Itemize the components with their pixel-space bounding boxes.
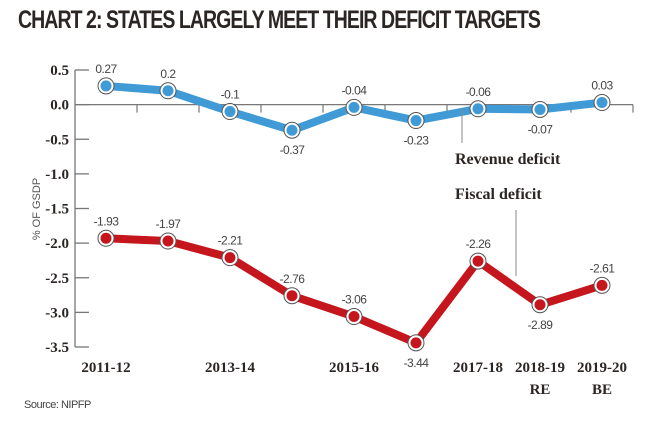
fiscal-deficit-data-label: -2.21: [218, 234, 244, 248]
fiscal-deficit-data-label: -3.44: [404, 356, 430, 370]
fiscal-deficit-marker: [162, 235, 174, 247]
x-tick-label: 2011-12: [81, 360, 130, 376]
y-tick-label: 0.0: [50, 98, 69, 114]
revenue-deficit-point: [283, 121, 301, 139]
fiscal-deficit-marker: [224, 252, 236, 264]
fiscal-deficit-marker: [596, 279, 608, 291]
revenue-deficit-data-label: -0.37: [280, 143, 306, 157]
x-tick-label: 2017-18: [453, 360, 503, 376]
y-tick-label: -2.0: [45, 236, 69, 252]
revenue-deficit-marker: [534, 103, 546, 115]
x-tick-label: 2018-19: [515, 360, 565, 376]
y-axis-label: % OF GSDP: [31, 178, 43, 240]
x-tick-label: RE: [530, 382, 551, 398]
revenue-deficit-point: [97, 77, 115, 95]
x-tick-label: 2015-16: [329, 360, 379, 376]
revenue-deficit-data-label: -0.07: [528, 122, 554, 136]
fiscal-deficit-marker: [410, 337, 422, 349]
y-tick-label: 0.5: [50, 63, 69, 79]
fiscal-deficit-point: [345, 308, 363, 326]
fiscal-deficit-marker: [286, 290, 298, 302]
revenue-deficit-marker: [596, 97, 608, 109]
series-layer: [97, 77, 611, 352]
y-tick-label: -3.5: [45, 340, 69, 356]
y-tick-label: -1.0: [45, 167, 69, 183]
revenue-deficit-point: [345, 98, 363, 116]
fiscal-deficit-point: [407, 334, 425, 352]
revenue-deficit-data-label: -0.06: [466, 85, 492, 99]
fiscal-deficit-point: [159, 232, 177, 250]
fiscal-deficit-marker: [100, 232, 112, 244]
y-tick-label: -0.5: [45, 132, 69, 148]
revenue-deficit-point: [469, 100, 487, 118]
revenue-deficit-data-label: -0.1: [221, 88, 241, 102]
fiscal-deficit-data-label: -3.06: [342, 293, 368, 307]
y-tick-label: -2.5: [45, 271, 69, 287]
revenue-deficit-marker: [100, 80, 112, 92]
fiscal-deficit-data-label: -2.76: [280, 272, 306, 286]
revenue-deficit-data-label: -0.23: [404, 134, 430, 148]
x-tick-label: 2013-14: [205, 360, 255, 376]
fiscal-deficit-data-label: -2.61: [590, 261, 616, 275]
y-tick-label: -3.0: [45, 305, 69, 321]
fiscal-deficit-data-label: -2.26: [466, 237, 492, 251]
source-note: Source: NIPFP: [24, 399, 91, 411]
fiscal-deficit-point: [469, 252, 487, 270]
x-tick-label: BE: [592, 382, 612, 398]
revenue-deficit-data-label: 0.27: [95, 62, 117, 76]
revenue-deficit-point: [531, 100, 549, 118]
revenue-deficit-data-label: 0.2: [160, 67, 176, 81]
fiscal-deficit-point: [221, 249, 239, 267]
fiscal-deficit-point: [97, 229, 115, 247]
labels-layer: 0.27 0.2 -0.1 -0.37 -0.04 -0.23 -0.06 -0.07 0.03…: [94, 62, 616, 370]
fiscal-deficit-data-label: -2.89: [528, 318, 554, 332]
revenue-deficit-point: [159, 82, 177, 100]
revenue-deficit-marker: [224, 106, 236, 118]
y-tick-label: -1.5: [45, 202, 69, 218]
fiscal-deficit-data-label: -1.93: [94, 214, 120, 228]
revenue-deficit-marker: [410, 115, 422, 127]
revenue-deficit-marker: [286, 124, 298, 136]
x-tick-label: 2019-20: [577, 360, 627, 376]
revenue-deficit-data-label: -0.04: [342, 83, 368, 97]
fiscal-deficit-label: Fiscal deficit: [455, 186, 542, 203]
fiscal-deficit-point: [531, 296, 549, 314]
fiscal-deficit-marker: [348, 311, 360, 323]
fiscal-deficit-data-label: -1.97: [156, 217, 182, 231]
revenue-deficit-label: Revenue deficit: [455, 151, 561, 168]
revenue-deficit-marker: [348, 101, 360, 113]
chart-title: CHART 2: STATES LARGELY MEET THEIR DEFIC…: [18, 6, 541, 34]
revenue-deficit-point: [221, 103, 239, 121]
revenue-deficit-data-label: 0.03: [591, 79, 613, 93]
revenue-deficit-point: [593, 94, 611, 112]
revenue-deficit-marker: [472, 103, 484, 115]
fiscal-deficit-point: [283, 287, 301, 305]
fiscal-deficit-marker: [534, 299, 546, 311]
fiscal-deficit-marker: [472, 255, 484, 267]
revenue-deficit-point: [407, 112, 425, 130]
revenue-deficit-marker: [162, 85, 174, 97]
fiscal-deficit-point: [593, 276, 611, 294]
